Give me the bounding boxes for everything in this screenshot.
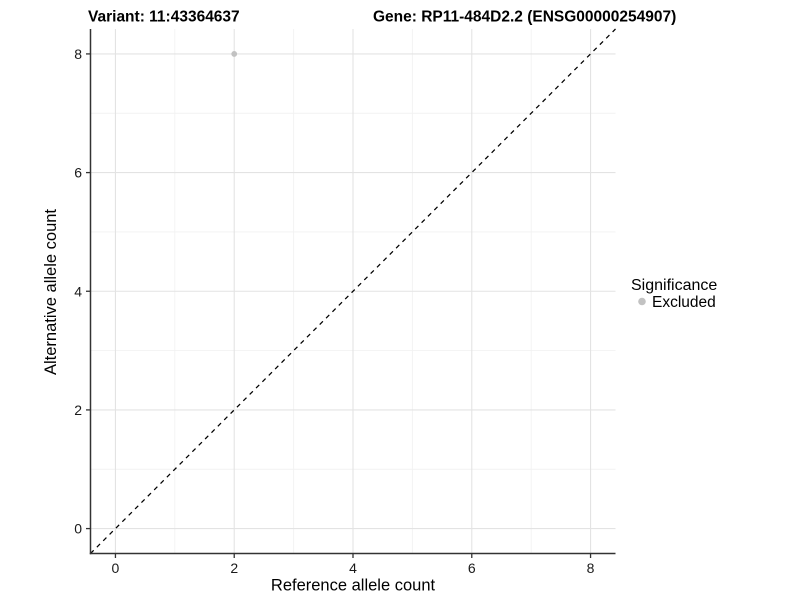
data-point-excluded — [231, 51, 238, 57]
y-axis-title: Alternative allele count — [42, 209, 60, 375]
tick-labels: 0 2 4 6 8 0 2 4 6 8 — [74, 46, 594, 576]
x-tick-label: 0 — [112, 560, 120, 576]
y-tick-label: 6 — [74, 165, 82, 181]
x-tick-label: 8 — [587, 560, 595, 576]
tick-marks — [86, 53, 592, 558]
plot-title-gene: Gene: RP11-484D2.2 (ENSG00000254907) — [373, 9, 676, 26]
y-tick-label: 8 — [74, 46, 82, 62]
legend-label-excluded: Excluded — [652, 294, 716, 311]
gridlines-major — [90, 29, 616, 554]
x-axis-title: Reference allele count — [271, 577, 436, 595]
y-tick-label: 0 — [74, 521, 82, 537]
identity-dashed-line — [90, 28, 616, 554]
identity-line — [90, 28, 616, 554]
legend: Significance Excluded — [631, 277, 717, 311]
x-tick-label: 2 — [230, 560, 238, 576]
y-tick-label: 4 — [74, 283, 82, 299]
legend-marker-excluded-icon — [638, 297, 646, 306]
x-tick-label: 4 — [349, 560, 357, 576]
data-points — [231, 51, 238, 57]
plot-title-variant: Variant: 11:43364637 — [88, 9, 240, 26]
legend-title: Significance — [631, 277, 717, 294]
y-tick-label: 2 — [74, 402, 82, 418]
x-tick-label: 6 — [468, 560, 476, 576]
